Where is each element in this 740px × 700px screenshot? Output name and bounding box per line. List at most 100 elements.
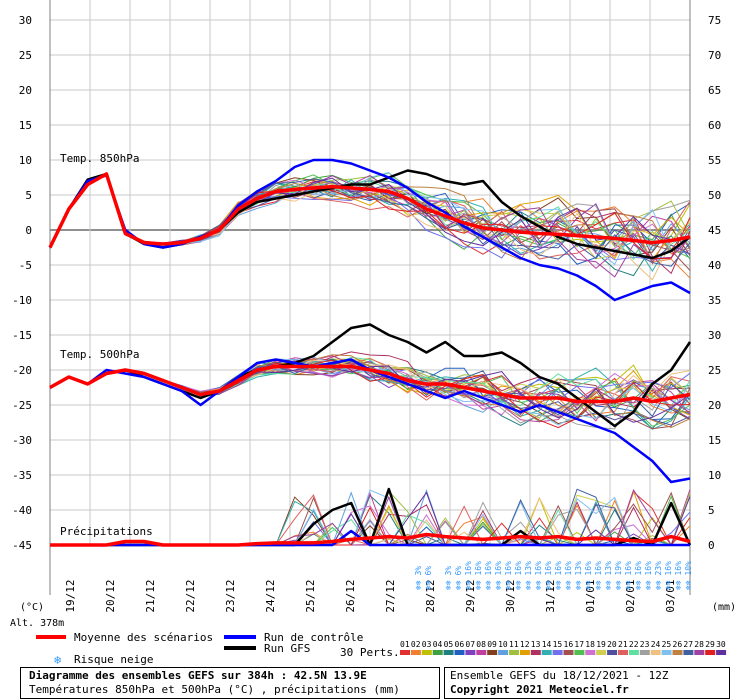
footer-copyright: Copyright 2021 Meteociel.fr bbox=[450, 683, 629, 696]
perturbation-code: 15 bbox=[553, 640, 563, 649]
perturbation-swatch bbox=[443, 650, 454, 655]
perturbation-swatch bbox=[607, 650, 618, 655]
perturbation-swatch bbox=[683, 650, 694, 655]
series-line-precip bbox=[50, 532, 691, 547]
perturbation-swatch bbox=[509, 650, 519, 655]
x-date-label: 29/12 bbox=[464, 579, 477, 612]
x-date-label: 24/12 bbox=[264, 579, 277, 612]
perturbation-swatch bbox=[432, 650, 443, 655]
right-tick-label: 75 bbox=[708, 14, 721, 27]
perturbation-code: 10 bbox=[498, 640, 508, 649]
x-date-label: 30/12 bbox=[504, 579, 517, 612]
footer-left-box: Diagramme des ensembles GEFS sur 384h : … bbox=[20, 667, 440, 699]
right-tick-label: 25 bbox=[708, 364, 721, 377]
left-axis-unit: (°C) bbox=[20, 602, 44, 613]
left-tick-label: -5 bbox=[19, 259, 32, 272]
left-tick-label: 0 bbox=[25, 224, 32, 237]
legend-control-label: Run de contrôle bbox=[264, 631, 363, 644]
snow-risk-item: ❄❄ 3% bbox=[414, 566, 423, 590]
right-tick-label: 40 bbox=[708, 259, 721, 272]
perturbation-swatch bbox=[400, 650, 410, 655]
right-tick-label: 55 bbox=[708, 154, 721, 167]
main-series-lines bbox=[48, 158, 692, 547]
perturbation-swatch bbox=[705, 650, 716, 655]
right-tick-label: 65 bbox=[708, 84, 721, 97]
perturbation-swatch bbox=[639, 650, 650, 655]
x-date-label: 27/12 bbox=[384, 579, 397, 612]
left-tick-label: 10 bbox=[19, 154, 32, 167]
snow-risk-item: ❄❄ 23% bbox=[654, 561, 663, 590]
perturbation-code: 25 bbox=[662, 640, 672, 649]
snow-risk-item: ❄❄ 16% bbox=[554, 561, 563, 590]
snow-risk-row: ❄❄ 3% ❄❄ 6% ❄❄ 3% ❄❄ 6% ❄❄ 16% ❄❄ 16% ❄❄ 16% ❄❄… bbox=[414, 561, 693, 590]
footer-title: Diagramme des ensembles GEFS sur 384h : … bbox=[29, 669, 367, 682]
footer-right-box: Ensemble GEFS du 18/12/2021 - 12Z Copyri… bbox=[444, 667, 730, 699]
left-tick-label: -15 bbox=[12, 329, 32, 342]
left-tick-label: -30 bbox=[12, 434, 32, 447]
right-tick-label: 70 bbox=[708, 49, 721, 62]
snow-risk-item: ❄❄ 10% bbox=[684, 561, 693, 590]
snow-risk-item: ❄❄ 16% bbox=[514, 561, 523, 590]
panel-label-t850: Temp. 850hPa bbox=[60, 152, 139, 165]
snow-risk-item: ❄❄ 16% bbox=[544, 561, 553, 590]
snow-risk-item: ❄❄ 16% bbox=[564, 561, 573, 590]
left-tick-label: 5 bbox=[25, 189, 32, 202]
perturbation-legend: 01 02 03 04 05 06 07 08 09 10 11 12 13 14 15 16 17 18 19 20… bbox=[400, 640, 727, 655]
perturbation-code: 03 bbox=[422, 640, 432, 649]
perturbation-code: 23 bbox=[640, 640, 650, 649]
perturbation-swatch bbox=[465, 650, 476, 655]
snow-risk-item: ❄❄ 6% bbox=[454, 566, 463, 590]
x-date-label: 25/12 bbox=[304, 579, 317, 612]
right-tick-label: 45 bbox=[708, 224, 721, 237]
perturbation-swatch bbox=[661, 650, 672, 655]
snow-risk-item: ❄❄ 16% bbox=[624, 561, 633, 590]
perturbation-code: 09 bbox=[487, 640, 497, 649]
perturbation-code: 12 bbox=[520, 640, 530, 649]
left-tick-label: -20 bbox=[12, 364, 32, 377]
right-tick-label: 5 bbox=[708, 504, 715, 517]
snow-risk-item: ❄❄ 13% bbox=[604, 561, 613, 590]
perturbation-code: 30 bbox=[716, 640, 726, 649]
perturbation-code: 29 bbox=[705, 640, 715, 649]
right-tick-label: 30 bbox=[708, 329, 721, 342]
perturbation-swatch bbox=[596, 650, 607, 655]
left-tick-label: -25 bbox=[12, 399, 32, 412]
perturbation-code: 01 bbox=[400, 640, 410, 649]
x-date-label: 03/01 bbox=[664, 579, 677, 612]
right-tick-label: 35 bbox=[708, 294, 721, 307]
perturbation-code: 14 bbox=[542, 640, 552, 649]
perturbation-code: 20 bbox=[607, 640, 617, 649]
perturbation-count-label: 30 Perts. bbox=[340, 646, 400, 659]
x-date-label: 28/12 bbox=[424, 579, 437, 612]
footer-run: Ensemble GEFS du 18/12/2021 - 12Z bbox=[450, 669, 669, 682]
perturbation-code: 24 bbox=[651, 640, 661, 649]
perturbation-code: 02 bbox=[411, 640, 421, 649]
perturbation-swatch bbox=[421, 650, 432, 655]
x-date-label: 01/01 bbox=[584, 579, 597, 612]
snow-risk-item: ❄❄ 16% bbox=[484, 561, 493, 590]
perturbation-code: 21 bbox=[618, 640, 628, 649]
snow-risk-item: ❄❄ 16% bbox=[534, 561, 543, 590]
perturbation-code: 28 bbox=[694, 640, 704, 649]
x-date-label: 22/12 bbox=[184, 579, 197, 612]
left-axis: 30 25 20 15 10 5 0 -5 -10 -15 -20 -25 -30 -35 -40 -45 bbox=[12, 14, 32, 552]
snow-risk-item: ❄❄ 16% bbox=[464, 561, 473, 590]
x-date-label: 20/12 bbox=[104, 579, 117, 612]
right-tick-label: 50 bbox=[708, 189, 721, 202]
left-tick-label: 25 bbox=[19, 49, 32, 62]
right-tick-label: 60 bbox=[708, 119, 721, 132]
perturbation-code: 11 bbox=[509, 640, 519, 649]
perturbation-swatch bbox=[519, 650, 530, 655]
panel-label-precip: Précipitations bbox=[60, 525, 153, 538]
perturbation-swatch bbox=[716, 650, 727, 655]
x-date-label: 19/12 bbox=[64, 579, 77, 612]
series-line-t850 bbox=[48, 172, 691, 249]
left-tick-label: 20 bbox=[19, 84, 32, 97]
altitude-label: Alt. 378m bbox=[10, 618, 64, 629]
perturbation-swatch bbox=[585, 650, 596, 655]
legend-gfs-label: Run GFS bbox=[264, 642, 310, 655]
legend: Moyenne des scénarios Run de contrôle Ru… bbox=[36, 631, 727, 667]
panel-label-t500: Temp. 500hPa bbox=[60, 348, 139, 361]
perturbation-swatch bbox=[476, 650, 487, 655]
